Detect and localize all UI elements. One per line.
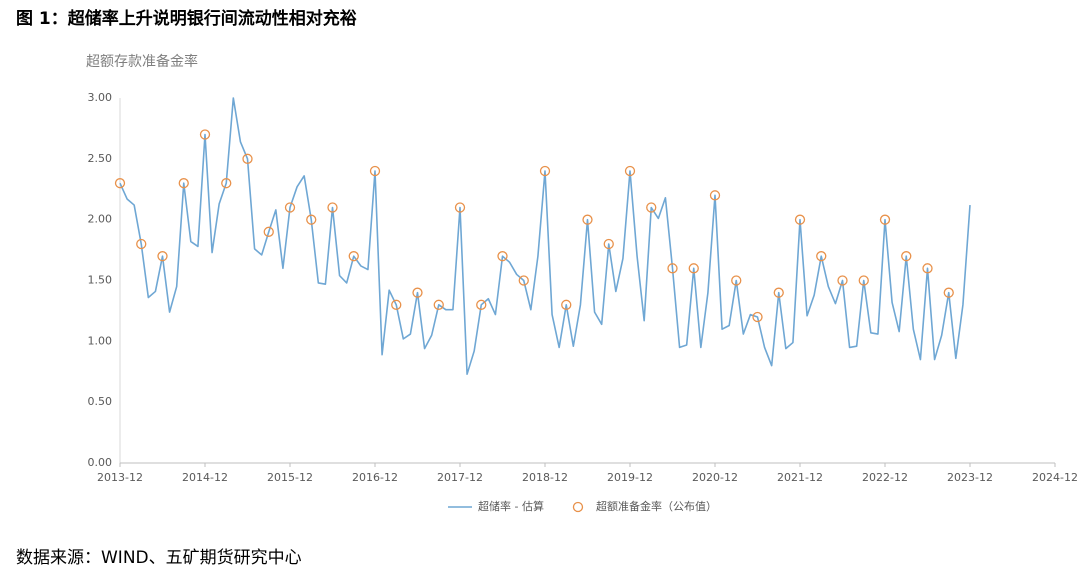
scatter-point: [816, 251, 827, 262]
y-tick-label: 2.50: [88, 152, 113, 165]
x-tick-label: 2017-12: [437, 471, 483, 484]
scatter-point: [242, 153, 253, 164]
x-tick-label: 2019-12: [607, 471, 653, 484]
x-tick-label: 2022-12: [862, 471, 908, 484]
scatter-point: [943, 287, 954, 298]
x-tick-label: 2018-12: [522, 471, 568, 484]
scatter-point: [624, 165, 636, 177]
y-tick-label: 0.50: [88, 395, 113, 408]
scatter-point: [136, 238, 147, 250]
legend-label: 超储率 - 估算: [478, 499, 544, 513]
scatter-point: [284, 202, 296, 213]
y-tick-label: 0.00: [88, 456, 113, 469]
scatter-point: [412, 287, 423, 298]
y-tick-label: 2.00: [88, 213, 113, 226]
scatter-point: [157, 251, 168, 262]
scatter-point: [731, 275, 742, 286]
scatter-point: [518, 275, 529, 286]
scatter-point: [178, 178, 189, 189]
scatter-point: [391, 299, 402, 310]
scatter-point: [879, 214, 891, 225]
y-tick-label: 1.00: [88, 334, 113, 347]
scatter-point: [901, 251, 912, 262]
scatter-point: [348, 251, 359, 262]
scatter-point: [199, 129, 211, 140]
legend-swatch: [572, 501, 584, 513]
x-tick-label: 2021-12: [777, 471, 823, 484]
scatter-point: [476, 299, 487, 310]
x-tick-label: 2024-12: [1032, 471, 1078, 484]
scatter-point: [922, 263, 933, 274]
scatter-point: [561, 299, 572, 310]
scatter-point: [454, 202, 466, 213]
scatter-point: [114, 178, 126, 189]
scatter-point: [306, 214, 317, 225]
x-tick-label: 2016-12: [352, 471, 398, 484]
scatter-point: [497, 251, 508, 262]
scatter-point: [646, 202, 657, 213]
y-tick-label: 1.50: [88, 274, 113, 287]
y-tick-label: 3.00: [88, 91, 113, 104]
scatter-point: [603, 238, 614, 250]
scatter-point: [433, 299, 444, 310]
scatter-point: [539, 165, 551, 177]
x-tick-label: 2015-12: [267, 471, 313, 484]
scatter-point: [794, 214, 806, 225]
scatter-point: [858, 275, 869, 286]
scatter-point: [221, 178, 232, 189]
source-note: 数据来源：WIND、五矿期货研究中心: [16, 548, 302, 568]
x-tick-label: 2023-12: [947, 471, 993, 484]
scatter-point: [369, 165, 381, 177]
scatter-point: [688, 263, 699, 274]
chart-title: 图 1：超储率上升说明银行间流动性相对充裕: [16, 8, 357, 29]
line-series: [119, 97, 971, 375]
scatter-point: [582, 214, 593, 225]
scatter-point: [263, 226, 274, 237]
scatter-point: [327, 202, 338, 213]
scatter-point: [709, 190, 721, 201]
scatter-point: [837, 275, 848, 286]
x-tick-label: 2020-12: [692, 471, 738, 484]
scatter-point: [667, 263, 678, 274]
y-axis-title: 超额存款准备金率: [86, 53, 198, 70]
x-tick-label: 2014-12: [182, 471, 228, 484]
legend-label: 超额准备金率（公布值）: [596, 499, 717, 513]
x-tick-label: 2013-12: [97, 471, 143, 484]
scatter-point: [752, 311, 763, 323]
scatter-point: [773, 287, 784, 298]
